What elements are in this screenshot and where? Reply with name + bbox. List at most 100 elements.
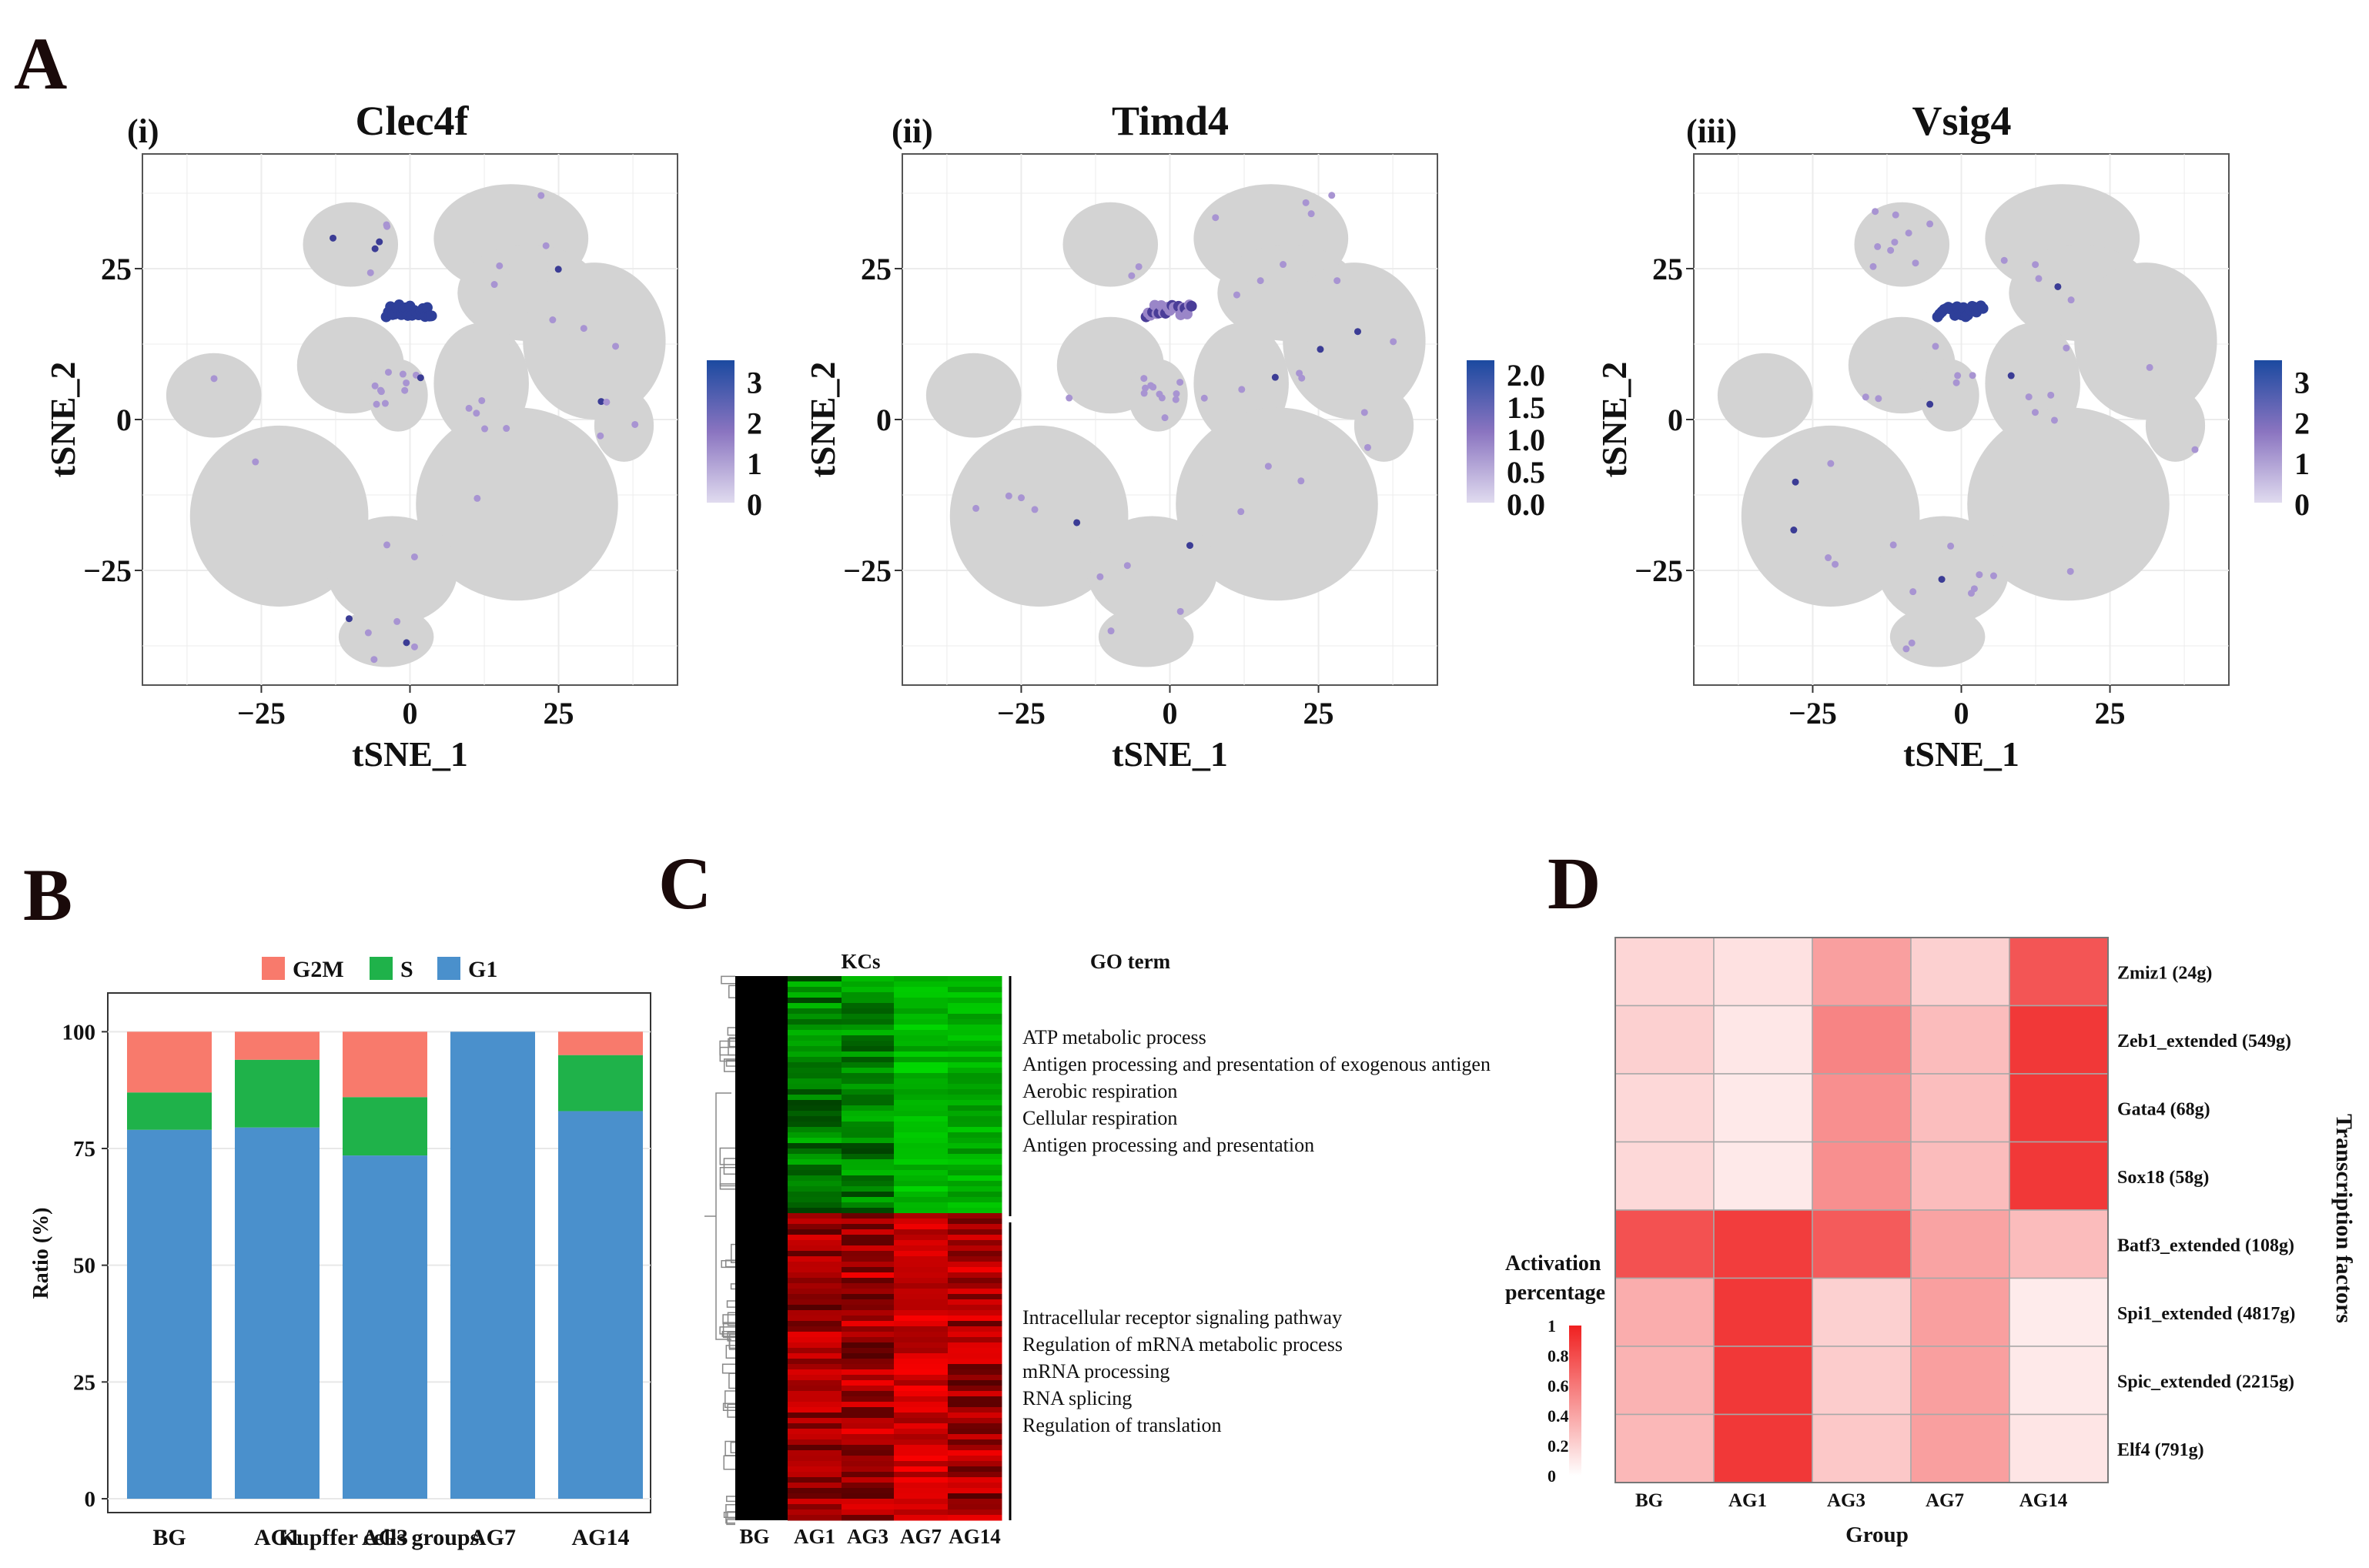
- dendrogram-branch: [721, 1331, 735, 1337]
- heatmap-cell: [788, 1450, 842, 1456]
- heatmap-cell: [894, 1154, 949, 1160]
- heatmap-cell: [948, 1515, 1002, 1521]
- y-axis-label: tSNE_2: [1594, 362, 1634, 478]
- heatmap-cell: [788, 1332, 842, 1338]
- heatmap-cell: [894, 1003, 949, 1009]
- heatmap-cell: [948, 1488, 1002, 1494]
- heatmap-cell: [948, 1348, 1002, 1354]
- cell-point: [1364, 443, 1371, 451]
- dendrogram-branch: [725, 1345, 735, 1359]
- heatmap-cell: [842, 1095, 895, 1101]
- cell-point: [1926, 220, 1934, 228]
- heatmap-cell: [894, 1035, 949, 1041]
- heatmap-cell: [894, 1148, 949, 1155]
- column-label: AG7: [1926, 1490, 1964, 1511]
- heatmap-cell: [894, 1111, 949, 1117]
- heatmap-cell: [894, 1289, 949, 1295]
- subpanel-label: (iii): [1686, 112, 1737, 150]
- heatmap-cell: [842, 1294, 895, 1300]
- heatmap-cell: [788, 1041, 842, 1047]
- heatmap-cell: [842, 1127, 895, 1133]
- heatmap-cell: [842, 1159, 895, 1165]
- heatmap-cell: [788, 1353, 842, 1359]
- go-term: RNA splicing: [1022, 1387, 1132, 1409]
- heatmap-cell: [842, 1429, 895, 1435]
- cell-point: [549, 316, 557, 324]
- heatmap-cell: [788, 1057, 842, 1063]
- dendrogram-branch: [724, 1259, 735, 1268]
- legend-swatch-g2m: [262, 957, 285, 980]
- heatmap-cell: [948, 1170, 1002, 1176]
- heatmap-cell: [842, 1186, 895, 1192]
- heatmap-cell: [894, 1272, 949, 1279]
- legend-title-line2: percentage: [1505, 1281, 1605, 1305]
- x-tick-label: AG1: [254, 1525, 300, 1550]
- cell-point: [1298, 374, 1306, 382]
- heatmap-cell: [788, 1289, 842, 1295]
- heatmap-cell: [842, 1375, 895, 1381]
- heatmap-cell: [842, 1073, 895, 1079]
- cell-cluster: [1062, 202, 1159, 287]
- cell-point: [580, 325, 587, 333]
- colorbar: [1467, 360, 1494, 503]
- heatmap-cell: [948, 1095, 1002, 1101]
- cell-point: [1908, 639, 1916, 647]
- cell-point: [403, 379, 410, 386]
- heatmap-cell: [788, 1089, 842, 1095]
- heatmap-cell: [842, 1235, 895, 1241]
- heatmap-cell: [894, 1235, 949, 1241]
- cell-point: [2032, 261, 2039, 269]
- heatmap-cell: [1812, 1209, 1912, 1279]
- cell-point: [1976, 571, 1983, 579]
- legend-tick-label: 0.2: [1548, 1436, 1569, 1456]
- heatmap-cell: [788, 1138, 842, 1144]
- cell-cluster: [338, 607, 434, 667]
- heatmap-cell: [948, 1159, 1002, 1165]
- cell-point: [370, 656, 378, 664]
- go-term: ATP metabolic process: [1022, 1026, 1206, 1048]
- dendrogram-branch: [723, 1455, 735, 1470]
- heatmap-cell: [788, 1068, 842, 1074]
- y-axis-label: tSNE_2: [43, 362, 82, 478]
- cell-point: [1140, 389, 1148, 397]
- heatmap-cell: [788, 1127, 842, 1133]
- cell-point: [473, 494, 481, 502]
- x-tick-label: AG3: [362, 1525, 408, 1550]
- go-term: Antigen processing and presentation: [1022, 1134, 1314, 1156]
- cell-point: [345, 615, 353, 623]
- heatmap-cell: [842, 1192, 895, 1198]
- column-label: AG3: [847, 1525, 888, 1548]
- heatmap-cell: [788, 992, 842, 998]
- heatmap-cell: [894, 1256, 949, 1262]
- cell-cluster: [1283, 262, 1426, 420]
- heatmap-cell: [1614, 1209, 1715, 1279]
- y-tick-label: 25: [861, 252, 892, 286]
- column-label: AG14: [949, 1525, 1001, 1548]
- cell-point: [1832, 560, 1839, 568]
- heatmap-cell: [894, 1423, 949, 1429]
- heatmap-cell: [788, 976, 842, 982]
- heatmap-cell: [788, 1213, 842, 1219]
- heatmap-cell: [788, 987, 842, 993]
- heatmap-cell: [894, 1509, 949, 1516]
- cell-point: [1938, 576, 1946, 583]
- heatmap-cell: [788, 1240, 842, 1246]
- cell-point: [1353, 328, 1361, 336]
- heatmap-cell: [948, 1429, 1002, 1435]
- cell-point: [401, 386, 409, 394]
- heatmap-cell: [894, 1262, 949, 1268]
- dendrogram-branch: [727, 1312, 735, 1326]
- heatmap-cell: [1910, 1346, 2010, 1416]
- heatmap-cell: [894, 1321, 949, 1327]
- heatmap-cell: [842, 1515, 895, 1521]
- column-label: AG1: [1728, 1490, 1767, 1511]
- heatmap-cell: [948, 1245, 1002, 1252]
- heatmap-cell: [948, 1041, 1002, 1047]
- heatmap-cell: [894, 1342, 949, 1349]
- heatmap-cell: [788, 1078, 842, 1085]
- heatmap-cell: [948, 1283, 1002, 1289]
- cell-cluster: [594, 389, 654, 462]
- dendrogram-branch: [723, 1058, 735, 1072]
- colorbar: [707, 360, 734, 503]
